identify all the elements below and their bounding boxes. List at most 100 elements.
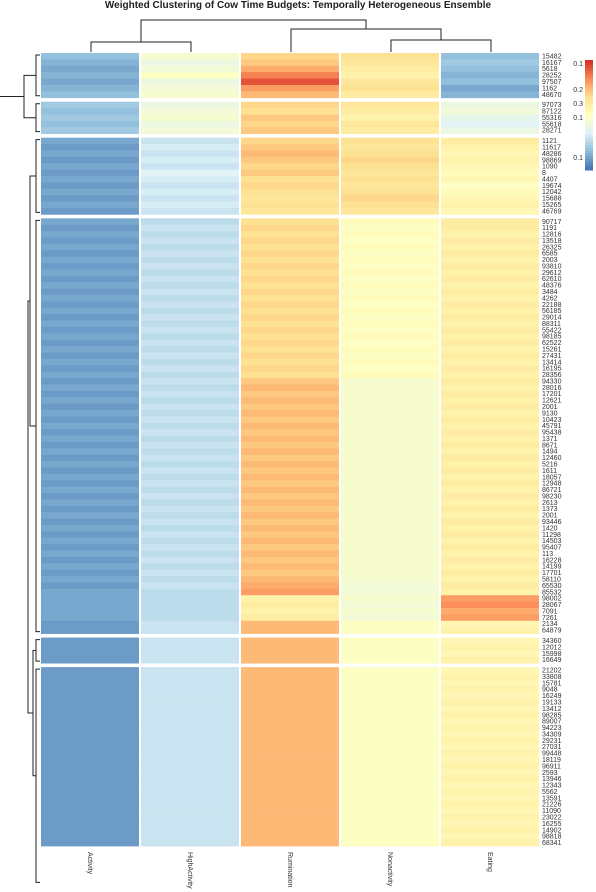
row-label: 55422 bbox=[542, 327, 562, 334]
heatmap-cell bbox=[441, 403, 539, 411]
heatmap-cell bbox=[141, 384, 239, 392]
heatmap-cell bbox=[441, 731, 539, 738]
row-label: 9130 bbox=[542, 410, 558, 417]
heatmap-cell bbox=[341, 384, 439, 392]
heatmap-cell bbox=[141, 582, 239, 590]
heatmap-cell bbox=[341, 686, 439, 694]
heatmap-cell bbox=[41, 390, 139, 398]
heatmap-cell bbox=[341, 435, 439, 443]
heatmap-cell bbox=[341, 499, 439, 507]
heatmap-cell bbox=[41, 531, 139, 539]
heatmap-cell bbox=[41, 794, 139, 802]
heatmap-cell bbox=[341, 275, 439, 283]
legend-swatch bbox=[585, 161, 593, 165]
heatmap-cell bbox=[341, 762, 439, 770]
heatmap-cell bbox=[341, 705, 439, 713]
heatmap-cell bbox=[341, 448, 439, 456]
heatmap-cell bbox=[441, 237, 539, 245]
heatmap-cell bbox=[341, 544, 439, 551]
row-label: 18057 bbox=[542, 474, 562, 481]
heatmap-cell bbox=[441, 282, 539, 289]
dendrogram-branch bbox=[35, 639, 40, 662]
heatmap-cell bbox=[441, 692, 539, 700]
heatmap-cell bbox=[241, 320, 339, 328]
legend-swatch bbox=[585, 106, 593, 110]
heatmap-cell bbox=[441, 163, 539, 171]
heatmap-cell bbox=[141, 743, 239, 751]
heatmap-cell bbox=[241, 737, 339, 745]
heatmap-cell bbox=[441, 643, 539, 651]
heatmap-cell bbox=[41, 333, 139, 341]
heatmap-cell bbox=[441, 563, 539, 571]
heatmap-cell bbox=[341, 358, 439, 366]
legend-swatch bbox=[585, 164, 593, 168]
heatmap-cell bbox=[341, 326, 439, 334]
heatmap-cell bbox=[241, 692, 339, 700]
row-label: 99448 bbox=[542, 751, 562, 758]
heatmap-cell bbox=[41, 839, 139, 847]
legend-swatch bbox=[585, 115, 593, 119]
heatmap-cell bbox=[441, 679, 539, 687]
legend-swatch bbox=[585, 65, 593, 69]
row-label: 55618 bbox=[542, 121, 562, 128]
heatmap-cell bbox=[241, 637, 339, 645]
row-label: 93446 bbox=[542, 519, 562, 526]
heatmap-cell bbox=[341, 756, 439, 764]
heatmap-cell bbox=[141, 108, 239, 115]
heatmap-cell bbox=[241, 667, 339, 674]
heatmap-cell bbox=[441, 556, 539, 564]
heatmap-cell bbox=[41, 467, 139, 475]
heatmap-cell bbox=[141, 137, 239, 145]
heatmap-cell bbox=[141, 576, 239, 583]
heatmap-cell bbox=[141, 231, 239, 238]
dendrogram-branch bbox=[90, 41, 192, 52]
row-label: 1420 bbox=[542, 525, 558, 532]
heatmap-cell bbox=[141, 588, 239, 596]
heatmap-cell bbox=[141, 365, 239, 373]
heatmap-cell bbox=[141, 807, 239, 815]
dendrogram-branch bbox=[390, 39, 492, 52]
heatmap-cell bbox=[341, 614, 439, 622]
heatmap-cell bbox=[141, 201, 239, 209]
heatmap-cell bbox=[141, 486, 239, 494]
heatmap-cell bbox=[441, 169, 539, 177]
heatmap-cell bbox=[441, 737, 539, 745]
heatmap-cell bbox=[241, 390, 339, 398]
column-label: Rumination bbox=[286, 852, 293, 888]
heatmap-cell bbox=[241, 114, 339, 122]
heatmap-cell bbox=[441, 769, 539, 777]
heatmap-cell bbox=[441, 788, 539, 796]
heatmap-cell bbox=[441, 569, 539, 577]
row-label: 1162 bbox=[542, 85, 557, 92]
row-label: 4407 bbox=[542, 176, 558, 183]
row-label: 15482 bbox=[542, 53, 562, 60]
dendrogram-branch bbox=[35, 219, 40, 633]
heatmap-cell bbox=[41, 512, 139, 519]
heatmap-cell bbox=[141, 686, 239, 694]
heatmap-cell bbox=[341, 429, 439, 436]
heatmap-cell bbox=[141, 314, 239, 321]
heatmap-cell bbox=[141, 409, 239, 417]
heatmap-cell bbox=[141, 801, 239, 809]
heatmap-cell bbox=[41, 601, 139, 609]
heatmap-cell bbox=[241, 480, 339, 488]
heatmap-cell bbox=[441, 588, 539, 596]
heatmap-cell bbox=[141, 569, 239, 577]
legend-swatch bbox=[585, 139, 593, 143]
heatmap-cell bbox=[41, 705, 139, 713]
heatmap-cell bbox=[141, 667, 239, 674]
heatmap-cell bbox=[341, 339, 439, 347]
heatmap-cell bbox=[441, 820, 539, 828]
heatmap-cell bbox=[341, 473, 439, 481]
heatmap-cell bbox=[441, 775, 539, 783]
heatmap-cell bbox=[341, 814, 439, 821]
heatmap-cell bbox=[241, 218, 339, 226]
heatmap-cell bbox=[241, 614, 339, 622]
heatmap-cell bbox=[241, 384, 339, 392]
heatmap-cell bbox=[441, 101, 539, 109]
row-label: 65530 bbox=[542, 583, 562, 590]
heatmap-cell bbox=[41, 667, 139, 674]
heatmap-cell bbox=[241, 144, 339, 151]
heatmap-cell bbox=[41, 397, 139, 404]
heatmap-cell bbox=[341, 156, 439, 164]
